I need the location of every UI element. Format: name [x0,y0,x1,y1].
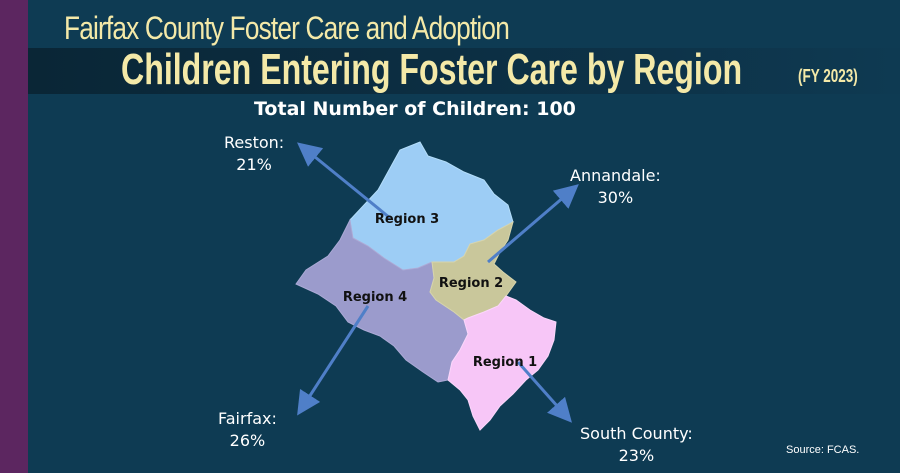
region-map: Region 3 Region 4 Region 2 Region 1 [295,141,579,431]
south-county-callout: South County: 23% [580,423,693,467]
source-note: Source: FCAS. [786,444,860,456]
south-county-percent: 23% [618,446,655,465]
fairfax-arrow [297,305,370,416]
region-2-area [429,221,517,321]
south-county-arrow [516,361,572,423]
region-1-area [447,295,557,431]
fairfax-callout: Fairfax: 26% [218,408,277,452]
purple-sidebar-bar [0,0,28,473]
annandale-name: Annandale: [570,166,661,185]
fairfax-percent: 26% [229,431,266,450]
reston-callout: Reston: 21% [224,132,284,176]
region-1-label: Region 1 [473,355,537,370]
annandale-arrow [487,184,579,264]
infographic: Fairfax County Foster Care and Adoption … [28,0,900,473]
south-county-name: South County: [580,424,693,443]
title-band [28,48,900,94]
region-4-label: Region 4 [343,290,407,305]
region-2-label: Region 2 [439,276,503,291]
annandale-callout: Annandale: 30% [570,165,661,209]
fiscal-year-label: (FY 2023) [798,66,858,86]
subtitle: Fairfax County Foster Care and Adoption [64,10,510,46]
reston-name: Reston: [224,133,285,152]
region-3-label: Region 3 [375,212,439,227]
main-title: Children Entering Foster Care by Region [121,45,743,94]
reston-arrow [297,142,391,220]
annandale-percent: 30% [597,188,634,207]
fairfax-name: Fairfax: [218,409,277,428]
reston-percent: 21% [236,155,272,174]
total-children-label: Total Number of Children: 100 [254,98,576,120]
